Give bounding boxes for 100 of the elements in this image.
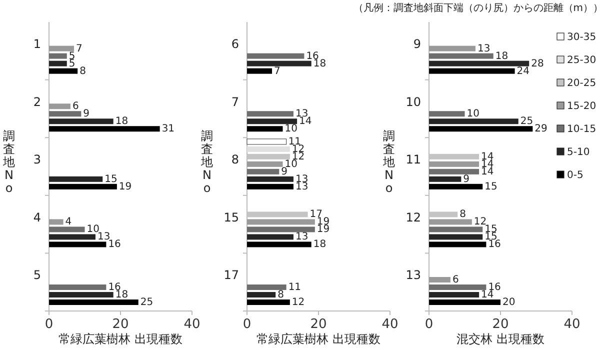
y-axis-title: 調査地No (2, 129, 15, 195)
bar (247, 242, 312, 248)
data-label: 5 (68, 58, 76, 70)
data-label: 4 (65, 216, 72, 228)
bar (429, 292, 480, 298)
y-tick-label: 1 (33, 37, 41, 52)
data-label: 18 (313, 239, 326, 250)
data-label: 20 (502, 297, 516, 308)
bar (429, 300, 500, 305)
x-tick-label: 0 (242, 317, 252, 332)
bar (429, 168, 480, 174)
data-label: 6 (72, 101, 79, 112)
data-label: 18 (115, 116, 128, 128)
bar (247, 284, 286, 290)
bar (49, 118, 114, 124)
x-tick-label: 20 (310, 317, 327, 332)
bar (247, 126, 283, 132)
data-label: 18 (495, 50, 508, 62)
y-tick-label: 13 (406, 268, 421, 282)
bar (49, 219, 64, 225)
y-tick-label: 10 (406, 94, 421, 109)
y-tick-label: 2 (33, 94, 41, 109)
x-tick-label: 20 (112, 317, 129, 332)
data-label: 12 (474, 216, 487, 228)
bar (49, 104, 70, 110)
data-label: 25 (520, 116, 534, 128)
y-tick-label: 7 (231, 94, 239, 109)
x-axis-title: 常緑広葉樹林 出現種数 (256, 332, 380, 346)
bar (49, 111, 82, 117)
bar (49, 176, 103, 182)
bar (49, 284, 106, 290)
y-tick-label: 11 (406, 152, 421, 167)
x-axis-title: 常緑広葉樹林 出現種数 (58, 332, 182, 346)
y-tick-label: 12 (406, 210, 421, 224)
data-label: 15 (484, 181, 498, 192)
bar (247, 234, 294, 240)
bar (49, 68, 78, 74)
data-label: 25 (140, 297, 154, 308)
data-label: 13 (295, 232, 308, 243)
legend-label: 30-35 (567, 32, 596, 43)
y-tick-label: 5 (33, 268, 41, 282)
bar (429, 176, 462, 182)
bar (247, 168, 280, 174)
data-label: 31 (162, 124, 175, 135)
bar (49, 126, 160, 132)
data-label: 19 (118, 181, 132, 192)
x-tick-label: 0 (424, 317, 434, 332)
bar (429, 161, 480, 167)
bar (49, 60, 67, 66)
legend-label: 20-25 (567, 78, 596, 89)
data-label: 18 (313, 58, 326, 70)
bar (429, 219, 472, 225)
data-label: 12 (292, 297, 305, 308)
bar (247, 184, 294, 190)
bar (247, 111, 294, 117)
x-axis-title: 混交林 出現種数 (456, 332, 544, 346)
bar (429, 111, 465, 117)
data-label: 9 (463, 174, 470, 185)
data-label: 10 (284, 124, 298, 135)
bar (247, 161, 283, 167)
bar (429, 226, 483, 232)
data-label: 11 (288, 282, 302, 293)
bar (246, 138, 287, 145)
data-label: 8 (460, 209, 466, 220)
y-tick-label: 15 (224, 210, 239, 224)
bar (429, 126, 533, 132)
y-tick-label: 4 (33, 210, 41, 224)
bar (429, 68, 515, 74)
x-tick-label: 40 (184, 317, 200, 332)
data-label: 9 (281, 166, 288, 178)
data-label: 13 (295, 181, 308, 192)
bar (429, 118, 518, 124)
data-label: 13 (477, 43, 490, 54)
bar (429, 284, 486, 290)
bar (247, 68, 272, 74)
bar (49, 53, 67, 59)
data-label: 7 (76, 43, 82, 54)
data-label: 28 (531, 58, 544, 70)
legend-label: 0-5 (567, 170, 584, 181)
data-label: 9 (83, 108, 90, 120)
bar (429, 46, 476, 52)
legend-title: （凡例：調査地斜面下端（のり尻）からの距離（m）） (353, 2, 603, 14)
bar (247, 219, 315, 225)
bar (49, 300, 138, 305)
bar (247, 300, 290, 305)
data-label: 29 (534, 124, 548, 135)
bar (49, 292, 114, 298)
bar (247, 53, 304, 59)
x-tick-label: 40 (564, 317, 580, 332)
bar (429, 277, 450, 282)
data-label: 18 (115, 290, 128, 300)
legend-label: 15-20 (567, 101, 596, 112)
bar (247, 292, 276, 298)
bar (247, 226, 315, 232)
data-label: 8 (80, 66, 86, 77)
bar (429, 234, 483, 240)
data-label: 16 (108, 239, 121, 250)
bar (247, 118, 298, 124)
legend-label: 25-30 (567, 55, 596, 66)
y-tick-label: 9 (413, 37, 421, 52)
